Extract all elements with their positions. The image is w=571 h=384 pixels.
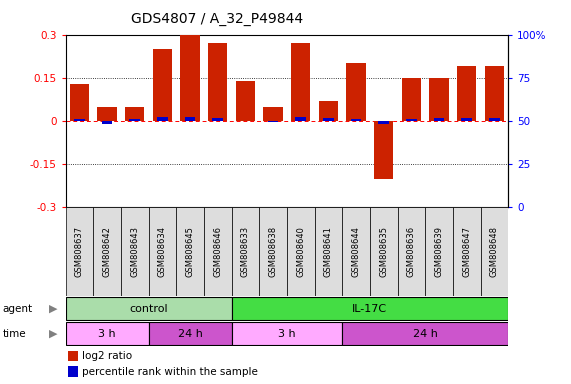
Bar [232,297,508,320]
Text: GSM808638: GSM808638 [268,226,278,277]
Bar [323,118,333,121]
Bar [68,366,78,377]
Bar [93,207,121,296]
Bar [291,43,311,121]
Text: GSM808641: GSM808641 [324,226,333,277]
Bar [263,107,283,121]
Text: percentile rank within the sample: percentile rank within the sample [82,367,258,377]
Bar [98,107,117,121]
Text: 3 h: 3 h [278,328,296,339]
Bar [342,322,508,345]
Text: time: time [3,328,26,339]
Text: GSM808639: GSM808639 [435,226,444,277]
Bar [232,207,259,296]
Bar [481,207,508,296]
Bar [102,121,112,124]
Text: IL-17C: IL-17C [352,303,388,314]
Text: GSM808634: GSM808634 [158,226,167,277]
Bar [66,297,232,320]
Bar [148,207,176,296]
Bar [295,117,306,121]
Bar [402,78,421,121]
Bar [70,84,89,121]
Bar [121,207,148,296]
Bar [232,322,342,345]
Text: GSM808635: GSM808635 [379,226,388,277]
Bar [489,118,500,121]
Bar [315,207,342,296]
Bar [66,322,148,345]
Text: GSM808648: GSM808648 [490,226,499,277]
Bar [180,35,200,121]
Bar [379,121,389,124]
Bar [457,66,476,121]
Text: GSM808633: GSM808633 [241,226,250,277]
Text: GSM808646: GSM808646 [214,226,222,277]
Text: 24 h: 24 h [178,328,203,339]
Bar [425,207,453,296]
Text: GSM808644: GSM808644 [352,226,360,277]
Text: GSM808636: GSM808636 [407,226,416,277]
Bar [485,66,504,121]
Text: control: control [129,303,168,314]
Bar [236,81,255,121]
Bar [157,117,168,121]
Bar [74,119,85,121]
Text: log2 ratio: log2 ratio [82,351,132,361]
Bar [342,207,370,296]
Bar [453,207,481,296]
Text: GSM808637: GSM808637 [75,226,84,277]
Bar [130,119,140,121]
Bar [153,49,172,121]
Bar [204,207,232,296]
Text: GSM808643: GSM808643 [130,226,139,277]
Text: ▶: ▶ [49,303,57,314]
Bar [212,118,223,121]
Text: GDS4807 / A_32_P49844: GDS4807 / A_32_P49844 [131,12,303,25]
Text: GSM808642: GSM808642 [103,226,112,277]
Bar [319,101,338,121]
Bar [208,43,227,121]
Bar [397,207,425,296]
Bar [268,121,279,122]
Bar [66,207,93,296]
Bar [287,207,315,296]
Bar [68,351,78,361]
Bar [351,119,361,121]
Text: GSM808645: GSM808645 [186,226,195,277]
Bar [370,207,397,296]
Bar [176,207,204,296]
Text: GSM808640: GSM808640 [296,226,305,277]
Text: ▶: ▶ [49,328,57,339]
Bar [185,117,195,121]
Bar [259,207,287,296]
Text: agent: agent [3,303,33,314]
Bar [429,78,449,121]
Bar [374,121,393,179]
Bar [434,118,444,121]
Bar [461,118,472,121]
Text: GSM808647: GSM808647 [462,226,471,277]
Bar [347,63,366,121]
Bar [125,107,144,121]
Bar [148,322,232,345]
Bar [406,119,417,121]
Text: 24 h: 24 h [413,328,437,339]
Text: 3 h: 3 h [98,328,116,339]
